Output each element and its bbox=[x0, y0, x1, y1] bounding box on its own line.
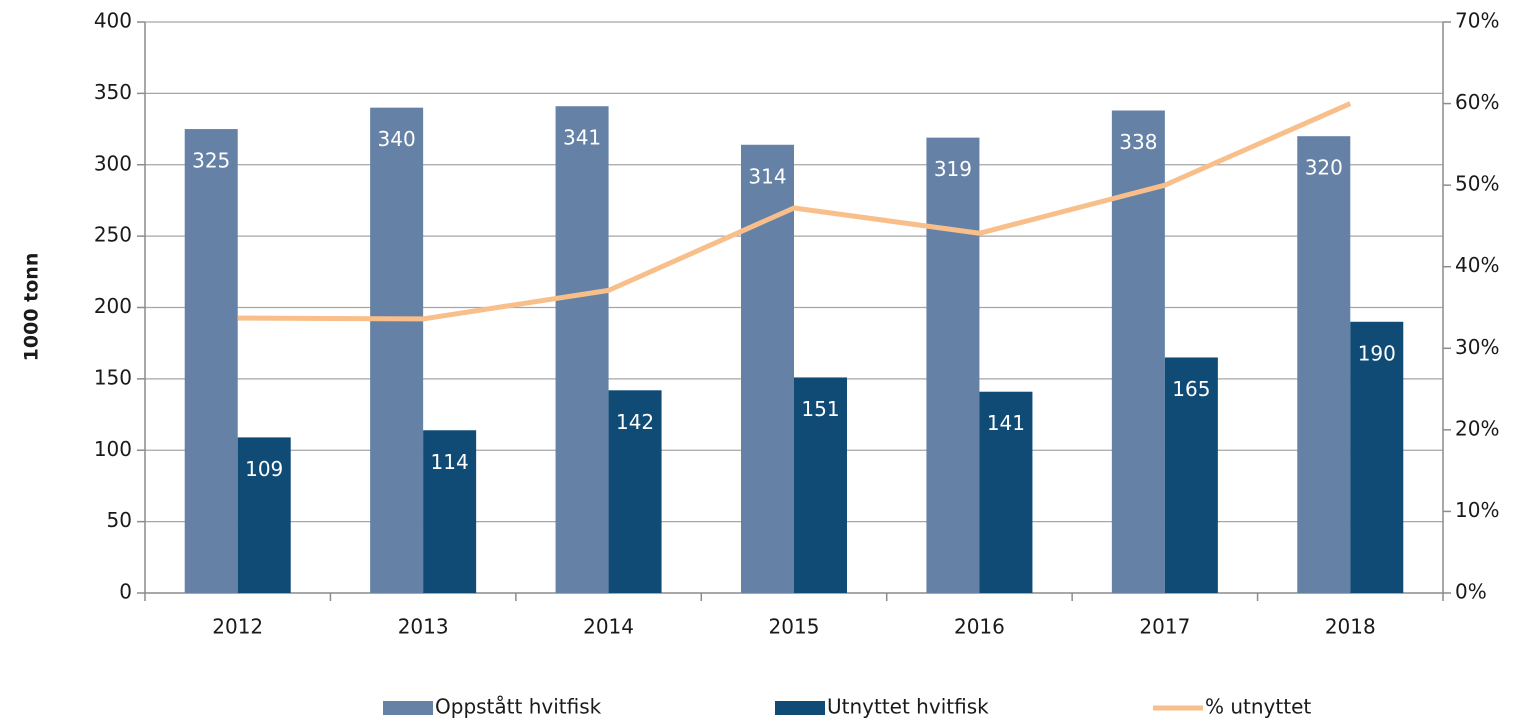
y-tick-label: 400 bbox=[94, 9, 132, 33]
data-label: 338 bbox=[1119, 130, 1157, 154]
data-label: 319 bbox=[934, 157, 972, 181]
legend-swatch bbox=[775, 701, 825, 715]
bar bbox=[608, 390, 662, 593]
bar bbox=[1297, 136, 1351, 593]
legend-swatch bbox=[383, 701, 433, 715]
y2-tick-label: 20% bbox=[1455, 416, 1499, 440]
data-label: 114 bbox=[431, 450, 469, 474]
line-series bbox=[237, 101, 1352, 322]
x-tick-label: 2012 bbox=[212, 615, 263, 639]
data-label: 190 bbox=[1358, 341, 1396, 365]
y-tick-label: 250 bbox=[94, 223, 132, 247]
y2-tick-label: 40% bbox=[1455, 253, 1499, 277]
y2-tick-label: 10% bbox=[1455, 498, 1499, 522]
data-label: 341 bbox=[563, 126, 601, 150]
y-tick-label: 50 bbox=[107, 508, 132, 532]
y2-tick-label: 60% bbox=[1455, 90, 1499, 114]
y2-tick-label: 0% bbox=[1455, 580, 1487, 604]
bar bbox=[237, 437, 291, 593]
x-tick-label: 2016 bbox=[954, 615, 1005, 639]
y2-tick-label: 50% bbox=[1455, 172, 1499, 196]
legend-label: % utnyttet bbox=[1205, 695, 1311, 719]
data-label: 141 bbox=[987, 411, 1025, 435]
bar bbox=[926, 137, 980, 593]
data-label: 340 bbox=[378, 127, 416, 151]
bar bbox=[1350, 321, 1404, 593]
bar bbox=[794, 377, 847, 593]
x-tick-label: 2015 bbox=[769, 615, 820, 639]
y-tick-label: 100 bbox=[94, 437, 132, 461]
x-tick-label: 2014 bbox=[583, 615, 634, 639]
legend-label: Utnyttet hvitfisk bbox=[827, 695, 989, 719]
y2-tick-label: 70% bbox=[1455, 9, 1499, 33]
data-label: 142 bbox=[616, 410, 654, 434]
data-label: 109 bbox=[245, 457, 283, 481]
data-label: 165 bbox=[1172, 377, 1210, 401]
y-tick-label: 350 bbox=[94, 80, 132, 104]
x-tick-label: 2013 bbox=[398, 615, 449, 639]
bar bbox=[1111, 110, 1165, 593]
bar bbox=[555, 106, 609, 593]
bar bbox=[370, 107, 424, 594]
bar bbox=[184, 129, 238, 593]
y-tick-label: 300 bbox=[94, 151, 132, 175]
data-label: 325 bbox=[192, 149, 230, 173]
y-axis-title: 1000 tonn bbox=[21, 253, 43, 362]
x-tick-label: 2018 bbox=[1325, 615, 1376, 639]
x-tick-label: 2017 bbox=[1139, 615, 1190, 639]
bar bbox=[979, 391, 1033, 593]
y-tick-label: 200 bbox=[94, 294, 132, 318]
y2-tick-label: 30% bbox=[1455, 335, 1499, 359]
data-label: 314 bbox=[748, 164, 786, 188]
bar bbox=[423, 430, 477, 593]
y-tick-label: 0 bbox=[119, 580, 132, 604]
bar bbox=[1164, 357, 1218, 593]
data-label: 320 bbox=[1305, 156, 1343, 180]
y-tick-label: 150 bbox=[94, 365, 132, 389]
legend-label: Oppstått hvitfisk bbox=[435, 695, 602, 719]
data-label: 151 bbox=[801, 397, 839, 421]
